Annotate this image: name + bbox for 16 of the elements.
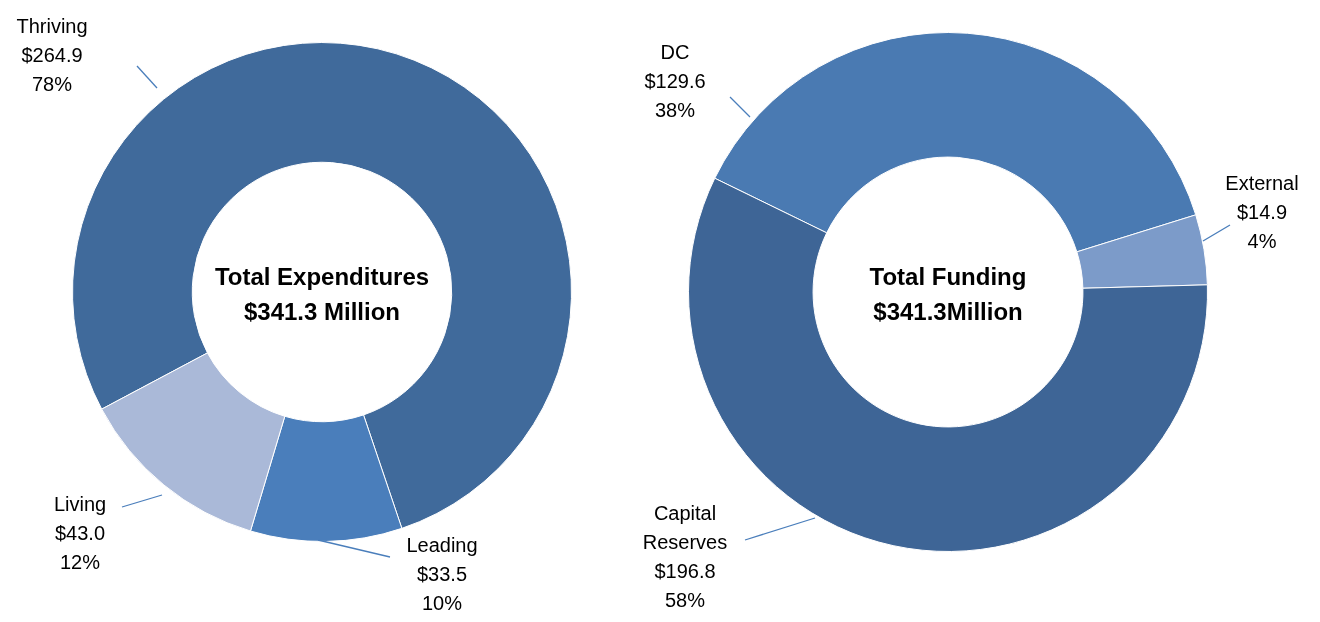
slice-label: External bbox=[1225, 171, 1299, 194]
data-label: $43.0 12% bbox=[54, 521, 106, 573]
slice-label: Thriving bbox=[16, 14, 88, 37]
text: Total Funding bbox=[869, 262, 1027, 290]
data-label: $196.8 58% bbox=[654, 559, 716, 611]
data-label: $33.5 10% bbox=[416, 562, 468, 614]
data-label: $264.9 78% bbox=[21, 43, 83, 95]
text: $341.3 Million bbox=[243, 297, 401, 325]
slice-label: DC bbox=[660, 40, 690, 63]
text: $341.3Million bbox=[873, 297, 1023, 325]
data-label: $129.6 38% bbox=[644, 69, 706, 121]
slice-label: Capital Reserves bbox=[642, 501, 728, 553]
data-label: $14.9 4% bbox=[1236, 200, 1288, 252]
slice-label: Leading bbox=[406, 533, 478, 556]
text: Total Expenditures bbox=[214, 262, 430, 290]
slice-label: Living bbox=[53, 492, 107, 515]
